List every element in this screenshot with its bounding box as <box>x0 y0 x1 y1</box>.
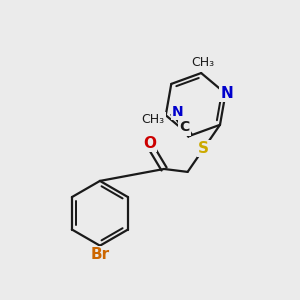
Text: N: N <box>220 86 233 101</box>
Text: Br: Br <box>90 247 110 262</box>
Text: CH₃: CH₃ <box>192 56 215 68</box>
Text: C: C <box>179 121 190 134</box>
Text: S: S <box>198 141 209 156</box>
Text: CH₃: CH₃ <box>142 112 165 126</box>
Text: O: O <box>143 136 156 151</box>
Text: N: N <box>172 105 184 119</box>
